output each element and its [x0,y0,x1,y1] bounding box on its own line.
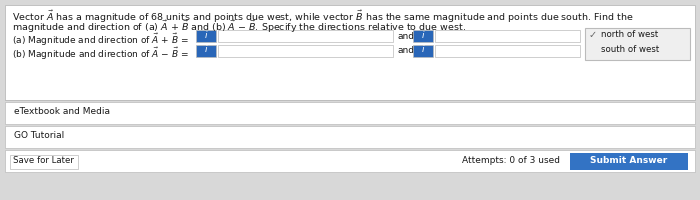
Text: i: i [204,46,207,54]
Text: i: i [421,30,424,40]
Text: i: i [204,30,207,40]
Text: (b) Magnitude and direction of $\vec{A}$ − $\vec{B}$ =: (b) Magnitude and direction of $\vec{A}$… [12,46,189,62]
Text: Submit Answer: Submit Answer [590,156,668,165]
Text: and: and [398,32,415,41]
Text: (a) Magnitude and direction of $\vec{A}$ + $\vec{B}$ =: (a) Magnitude and direction of $\vec{A}$… [12,32,189,48]
Text: i: i [421,46,424,54]
Text: eTextbook and Media: eTextbook and Media [14,107,110,116]
Text: ✓: ✓ [589,30,597,40]
Text: and: and [398,46,415,55]
Bar [5,126,695,148]
Text: south of west: south of west [601,45,659,54]
Text: GO Tutorial: GO Tutorial [14,131,64,140]
Bar [435,30,580,42]
Text: magnitude and direction of (a) $\vec{A}$ + $\vec{B}$ and (b) $\vec{A}$ − $\vec{B: magnitude and direction of (a) $\vec{A}$… [12,19,466,35]
Bar [5,150,695,172]
Text: Save for Later: Save for Later [13,156,74,165]
Bar [413,30,433,42]
Bar [196,45,216,57]
Bar [413,45,433,57]
Bar [10,155,78,169]
Bar [570,153,688,170]
Bar [218,30,393,42]
Bar [5,102,695,124]
Text: Vector $\vec{A}$ has a magnitude of 68 units and points due west, while vector $: Vector $\vec{A}$ has a magnitude of 68 u… [12,9,634,25]
Text: Attempts: 0 of 3 used: Attempts: 0 of 3 used [462,156,560,165]
Text: north of west: north of west [601,30,658,39]
Bar [196,30,216,42]
Bar [5,5,695,100]
Bar [585,28,690,60]
Bar [218,45,393,57]
Bar [435,45,580,57]
